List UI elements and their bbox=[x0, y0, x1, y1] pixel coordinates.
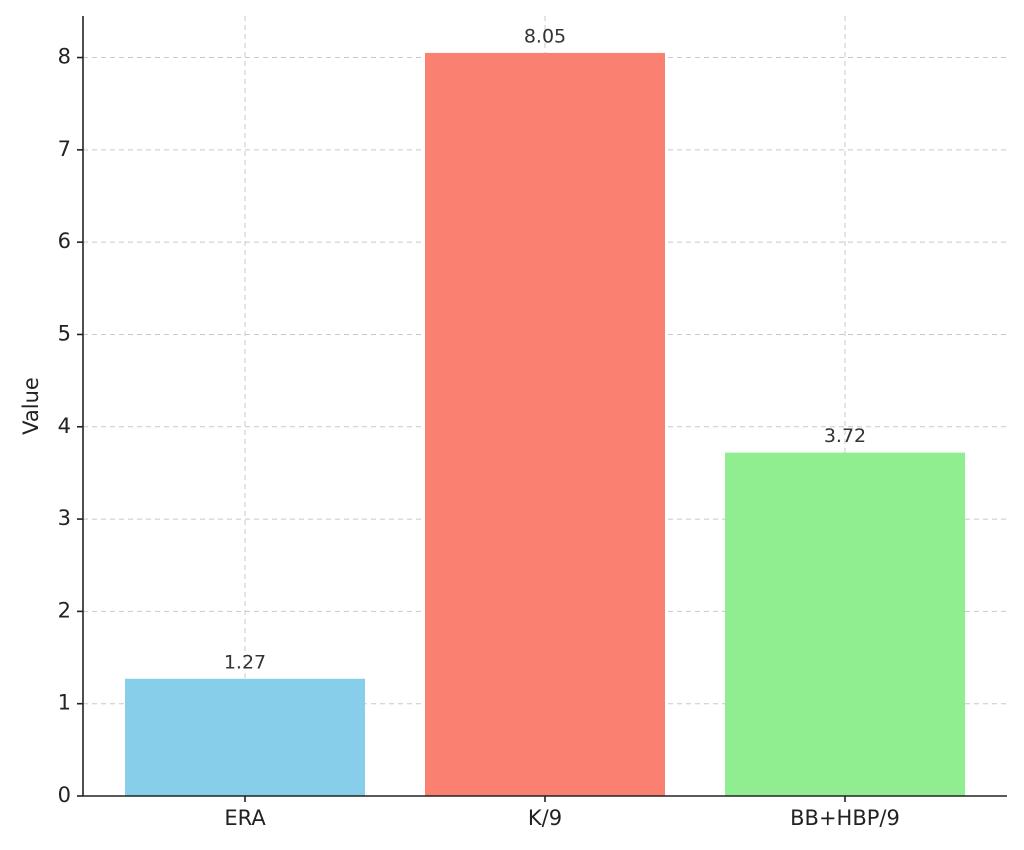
x-tick-label: K/9 bbox=[528, 806, 562, 830]
y-tick-label: 5 bbox=[58, 321, 71, 345]
y-tick-label: 6 bbox=[58, 229, 71, 253]
value-label: 3.72 bbox=[824, 425, 866, 447]
y-tick-label: 4 bbox=[58, 414, 71, 438]
y-tick-label: 1 bbox=[58, 691, 71, 715]
y-tick-label: 7 bbox=[58, 137, 71, 161]
value-label: 8.05 bbox=[524, 25, 566, 47]
bar bbox=[725, 452, 965, 796]
y-tick-label: 0 bbox=[58, 783, 71, 807]
y-axis-label: Value bbox=[19, 377, 43, 435]
x-tick-label: ERA bbox=[224, 806, 266, 830]
bar bbox=[425, 52, 665, 796]
bar bbox=[125, 678, 365, 796]
y-tick-label: 2 bbox=[58, 598, 71, 622]
x-tick-label: BB+HBP/9 bbox=[790, 806, 900, 830]
y-tick-label: 8 bbox=[58, 45, 71, 69]
value-label: 1.27 bbox=[224, 651, 266, 673]
y-tick-label: 3 bbox=[58, 506, 71, 530]
